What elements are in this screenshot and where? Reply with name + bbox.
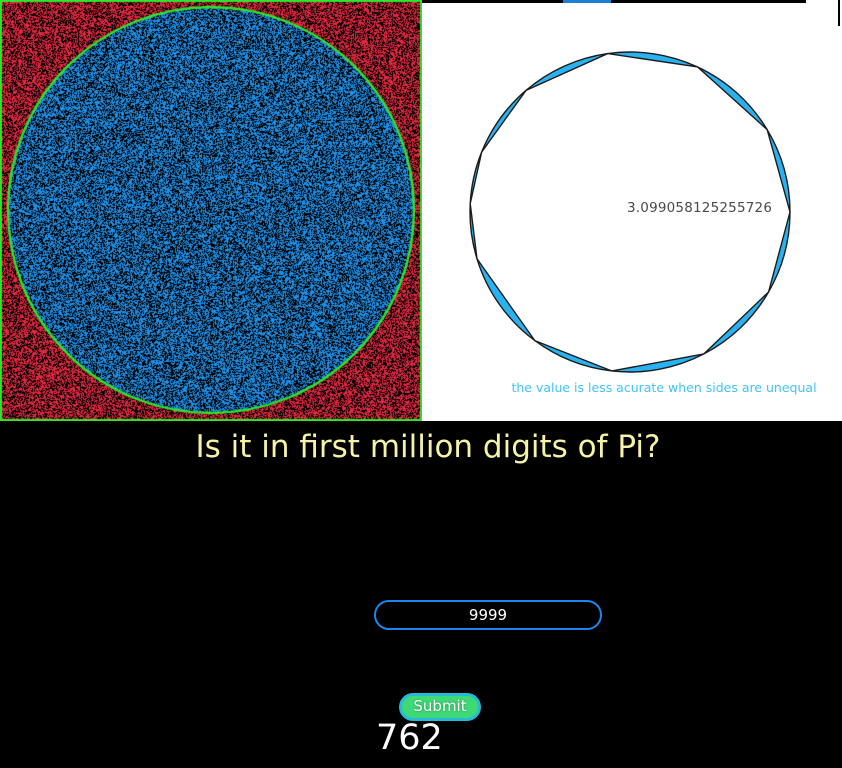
right-edge-line: [838, 0, 840, 26]
monte-carlo-canvas: [0, 0, 422, 421]
submit-button[interactable]: Submit: [399, 693, 481, 721]
answer-input[interactable]: [374, 600, 602, 630]
polygon-segment: [612, 354, 704, 372]
monte-carlo-panel: [0, 0, 422, 421]
polygon-segment: [477, 259, 535, 341]
polygon-segment: [698, 67, 768, 130]
pi-approximation-value: 3.099058125255726: [627, 200, 772, 216]
polygon-segment: [704, 292, 769, 354]
polygon-segment: [535, 341, 612, 371]
polygon-segment: [470, 152, 481, 204]
polygon-segment: [608, 52, 698, 67]
polygon-segment: [526, 54, 608, 91]
question-title: Is it in first million digits of Pi?: [0, 429, 842, 465]
polygon-caption: the value is less acurate when sides are…: [510, 380, 818, 395]
top-strip: [422, 0, 806, 3]
top-row: 3.099058125255726 the value is less acur…: [0, 0, 842, 421]
question-section: Is it in first million digits of Pi? Sub…: [0, 421, 842, 768]
polygon-segment: [482, 90, 526, 152]
polygon-segment: [769, 212, 790, 292]
polygon-panel: 3.099058125255726 the value is less acur…: [422, 0, 842, 421]
result-count: 762: [376, 718, 443, 758]
top-strip-accent: [563, 0, 611, 3]
polygon-segment: [470, 204, 477, 259]
